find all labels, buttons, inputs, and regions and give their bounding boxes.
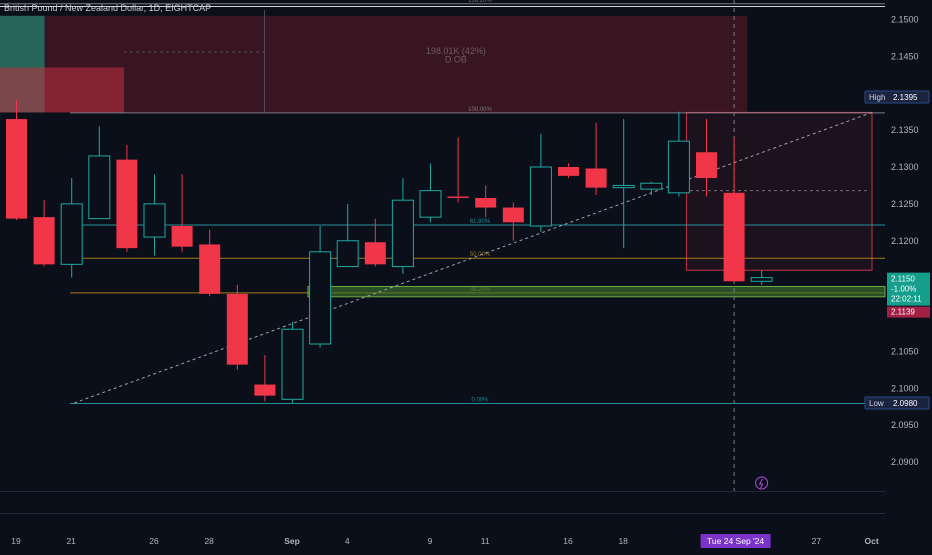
y-tick-label: 2.1350 <box>891 125 919 135</box>
order-block-sublabel: D OB <box>445 54 467 64</box>
fib-level-label: 61.80% <box>470 219 491 225</box>
fib-level-label: 138.20% <box>468 0 492 4</box>
y-tick-label: 2.1250 <box>891 199 919 209</box>
candle-body <box>281 328 304 400</box>
y-tick-label: 2.1500 <box>891 15 919 25</box>
candle-body <box>309 251 332 345</box>
x-tick-label: 9 <box>428 536 433 546</box>
order-block-label: 198.01K (42%) <box>426 46 486 56</box>
candle-body <box>558 167 579 176</box>
y-tick-label: 2.1300 <box>891 162 919 172</box>
x-tick-label: Sep <box>284 536 300 546</box>
candle-body <box>640 182 663 190</box>
candle-body <box>750 277 773 282</box>
candle-body <box>33 217 55 265</box>
y-tick-label: 2.1050 <box>891 346 919 356</box>
candle-body <box>116 159 138 249</box>
order-block-zone <box>44 15 748 113</box>
flash-icon <box>755 476 769 490</box>
low-price-label: Low <box>869 399 884 408</box>
x-tick-label: 27 <box>812 536 822 546</box>
flash-icon-bolt <box>758 478 764 489</box>
candle-body <box>696 152 717 179</box>
candle-body <box>612 184 635 189</box>
candle-body <box>88 155 111 220</box>
y-tick-label: 2.0950 <box>891 420 919 430</box>
red-zone <box>0 67 124 113</box>
x-tick-label: 16 <box>563 536 573 546</box>
green-zone <box>307 285 886 298</box>
candle-body <box>529 166 552 227</box>
current-price-value: 2.1150 <box>891 275 915 284</box>
candle-body <box>199 244 221 294</box>
candle-body <box>585 168 607 188</box>
candle-body <box>60 203 83 265</box>
x-tick-label: 11 <box>481 536 490 546</box>
candle-body <box>336 240 359 268</box>
candle-body <box>226 293 248 365</box>
candle-body <box>391 199 414 268</box>
x-tick-label: 19 <box>11 536 21 546</box>
crosshair-date-label: Tue 24 Sep '24 <box>707 536 764 546</box>
candle-body <box>475 197 497 208</box>
x-tick-label: 18 <box>618 536 628 546</box>
candle-body <box>6 119 27 219</box>
current-price-badge <box>887 272 930 306</box>
y-tick-label: 2.1000 <box>891 383 919 393</box>
crosshair-date-badge <box>700 534 771 548</box>
high-price-value: 2.1395 <box>893 93 918 102</box>
candle-body <box>667 140 690 194</box>
high-price-badge <box>864 90 930 104</box>
x-tick-label: 26 <box>149 536 159 546</box>
y-tick-label: 2.1450 <box>891 51 919 61</box>
y-tick-label: 2.1200 <box>891 236 919 246</box>
level-price-badge <box>887 306 930 318</box>
candle-body <box>447 196 469 198</box>
fib-level-label: 100.00% <box>468 107 492 113</box>
countdown-timer: 22:02:11 <box>891 295 922 304</box>
candle-body <box>143 203 166 238</box>
x-tick-label: 28 <box>204 536 214 546</box>
low-price-value: 2.0980 <box>893 399 918 408</box>
range-box <box>685 111 873 271</box>
candle-body <box>171 226 193 247</box>
high-price-label: High <box>869 93 885 102</box>
candle-body <box>502 207 524 223</box>
x-tick-label: 4 <box>345 536 350 546</box>
candle-body <box>419 190 442 218</box>
candle-body <box>254 384 276 396</box>
candle-body <box>723 192 745 282</box>
x-tick-label: Oct <box>865 536 879 546</box>
fib-level-label: 0.00% <box>471 398 489 404</box>
y-tick-label: 2.0900 <box>891 457 919 467</box>
low-price-badge <box>864 396 930 410</box>
current-price-change: -1.00% <box>891 285 916 294</box>
candle-body <box>364 242 386 265</box>
level-price-value: 2.1139 <box>891 308 915 317</box>
x-tick-label: 21 <box>66 536 76 546</box>
